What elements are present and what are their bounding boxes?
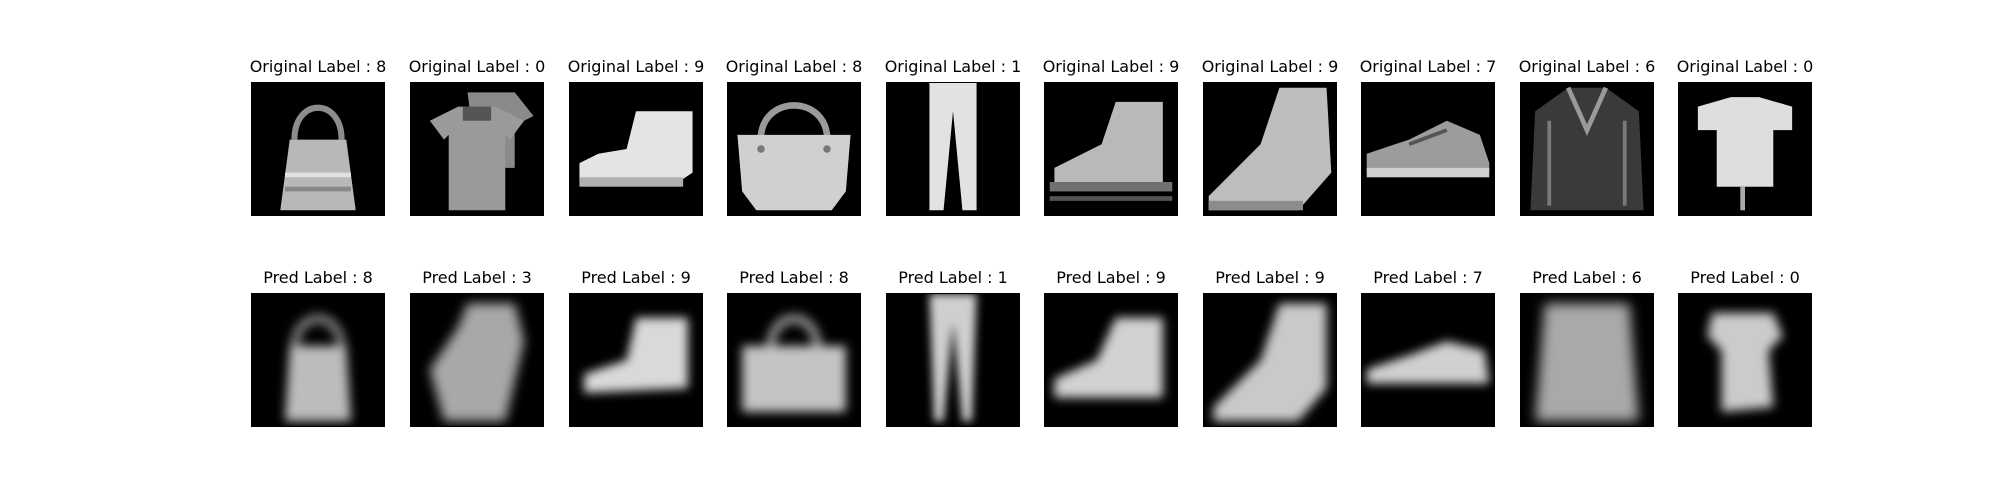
handbag-icon bbox=[742, 314, 846, 412]
original-label-title: Original Label : 9 bbox=[567, 57, 705, 76]
trouser-icon bbox=[929, 294, 977, 422]
original-image-handbag bbox=[251, 82, 385, 216]
original-image-trouser bbox=[886, 82, 1020, 216]
original-image-shirt bbox=[1520, 82, 1654, 216]
tshirt-icon bbox=[1697, 97, 1793, 211]
pred-image-ankle-boot bbox=[1203, 293, 1337, 427]
pred-label-title: Pred Label : 1 bbox=[898, 268, 1008, 287]
handbag-icon bbox=[285, 314, 351, 422]
shirt-icon bbox=[1530, 86, 1644, 211]
ankle-boot-icon bbox=[1208, 87, 1332, 211]
original-label-title: Original Label : 6 bbox=[1518, 57, 1656, 76]
pred-label-title: Pred Label : 9 bbox=[1056, 268, 1166, 287]
sneaker-icon bbox=[1366, 120, 1490, 178]
ankle-boot-icon bbox=[1054, 317, 1163, 398]
original-label-title: Original Label : 9 bbox=[1201, 57, 1339, 76]
trouser-icon bbox=[929, 83, 977, 211]
pred-label-title: Pred Label : 9 bbox=[1215, 268, 1325, 287]
original-image-sneaker bbox=[1361, 82, 1495, 216]
pred-label-title: Pred Label : 6 bbox=[1532, 268, 1642, 287]
ankle-boot-icon bbox=[579, 111, 693, 187]
pred-label-title: Pred Label : 7 bbox=[1373, 268, 1483, 287]
original-image-tshirt bbox=[1678, 82, 1812, 216]
original-label-title: Original Label : 8 bbox=[249, 57, 387, 76]
tshirt-icon bbox=[1707, 312, 1783, 412]
pred-image-handbag bbox=[251, 293, 385, 427]
sneaker-icon bbox=[1366, 341, 1490, 384]
ankle-boot-icon bbox=[584, 317, 688, 393]
original-image-tshirt bbox=[410, 82, 544, 216]
pred-label-title: Pred Label : 0 bbox=[1690, 268, 1800, 287]
original-image-handbag bbox=[727, 82, 861, 216]
pred-label-title: Pred Label : 9 bbox=[581, 268, 691, 287]
original-label-title: Original Label : 9 bbox=[1042, 57, 1180, 76]
pred-image-tshirt bbox=[1678, 293, 1812, 427]
original-image-ankle-boot bbox=[1044, 82, 1178, 216]
original-label-title: Original Label : 7 bbox=[1359, 57, 1497, 76]
pred-label-title: Pred Label : 8 bbox=[263, 268, 373, 287]
original-image-ankle-boot bbox=[569, 82, 703, 216]
shirt-icon bbox=[1535, 303, 1639, 422]
original-label-title: Original Label : 1 bbox=[884, 57, 1022, 76]
original-image-ankle-boot bbox=[1203, 82, 1337, 216]
original-label-title: Original Label : 8 bbox=[725, 57, 863, 76]
ankle-boot-icon bbox=[1049, 101, 1173, 201]
pred-image-dress bbox=[410, 293, 544, 427]
handbag-icon bbox=[737, 102, 851, 211]
pred-label-title: Pred Label : 8 bbox=[739, 268, 849, 287]
pred-image-ankle-boot bbox=[1044, 293, 1178, 427]
original-label-title: Original Label : 0 bbox=[408, 57, 546, 76]
pred-image-handbag bbox=[727, 293, 861, 427]
original-label-title: Original Label : 0 bbox=[1676, 57, 1814, 76]
pred-label-title: Pred Label : 3 bbox=[422, 268, 532, 287]
pred-image-shirt bbox=[1520, 293, 1654, 427]
ankle-boot-icon bbox=[1213, 303, 1327, 422]
pred-image-sneaker bbox=[1361, 293, 1495, 427]
pred-image-trouser bbox=[886, 293, 1020, 427]
pred-image-ankle-boot bbox=[569, 293, 703, 427]
dress-icon bbox=[429, 303, 525, 422]
tshirt-icon bbox=[429, 92, 534, 211]
handbag-icon bbox=[280, 104, 356, 211]
